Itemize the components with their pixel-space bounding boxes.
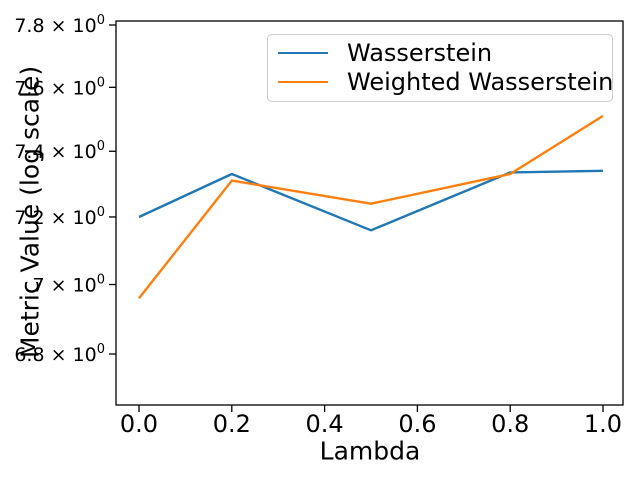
x-tick-label: 0.0 xyxy=(120,410,158,438)
legend-row-wasserstein: Wasserstein xyxy=(278,39,602,68)
x-tick-label: 1.0 xyxy=(584,410,622,438)
x-tick-label: 0.6 xyxy=(398,410,436,438)
legend: Wasserstein Weighted Wasserstein xyxy=(267,34,613,102)
y-tick-label: 7.4 × 100 xyxy=(14,139,105,163)
x-tick-label: 0.8 xyxy=(491,410,529,438)
x-axis-label: Lambda xyxy=(319,436,421,466)
tick-group: 0.0 0.2 0.4 0.6 0.8 1.0 7.8 × 100 7.6 × 100 7.4 … xyxy=(14,13,622,438)
x-tick-label: 0.2 xyxy=(213,410,251,438)
legend-label: Weighted Wasserstein xyxy=(347,68,614,97)
legend-label: Wasserstein xyxy=(347,39,493,68)
series-line-weighted-wasserstein xyxy=(138,114,604,300)
y-axis-label: Metric Value (log scale) xyxy=(15,65,45,359)
legend-sample-line-wasserstein xyxy=(278,52,328,55)
series-group xyxy=(138,114,604,300)
y-tick-label: 6.8 × 100 xyxy=(14,342,105,366)
legend-sample-line-weighted-wasserstein xyxy=(278,81,328,84)
legend-row-weighted-wasserstein: Weighted Wasserstein xyxy=(278,68,613,97)
y-tick-label: 7.6 × 100 xyxy=(14,75,105,99)
y-tick-label: 7 × 100 xyxy=(32,273,105,297)
y-tick-label: 7.2 × 100 xyxy=(14,205,105,229)
plot-border xyxy=(115,20,624,406)
x-tick-label: 0.4 xyxy=(306,410,344,438)
y-tick-label: 7.8 × 100 xyxy=(14,13,105,37)
series-line-wasserstein xyxy=(138,169,604,232)
